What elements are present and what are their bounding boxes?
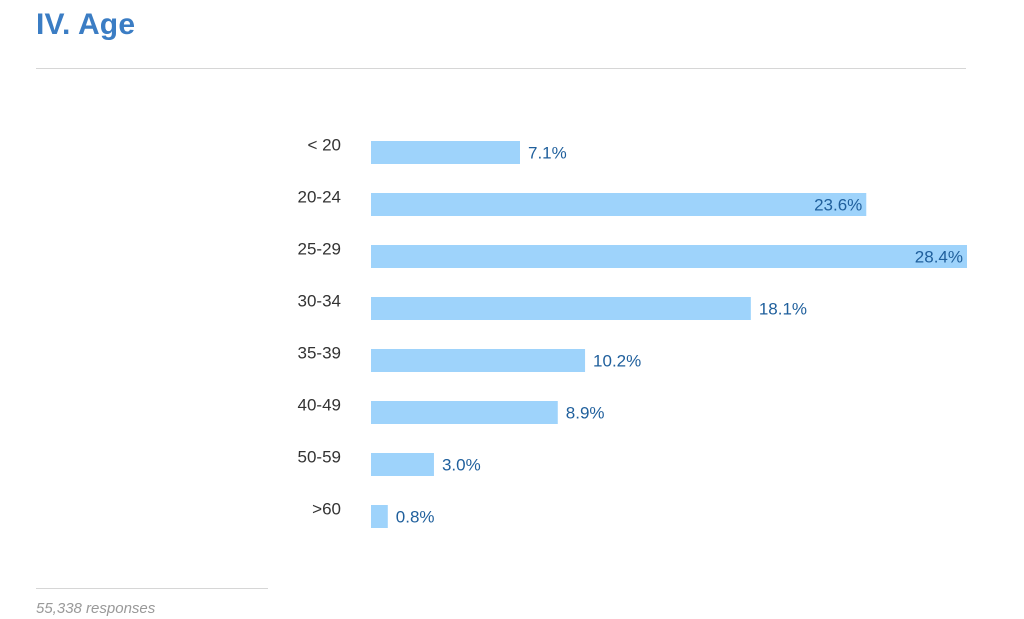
value-label: 0.8% xyxy=(396,508,435,527)
category-label: < 20 xyxy=(307,136,341,155)
bar xyxy=(371,297,751,320)
value-label: 7.1% xyxy=(528,144,567,163)
value-label: 10.2% xyxy=(593,352,641,371)
bar xyxy=(371,349,586,372)
bar xyxy=(371,505,388,528)
category-label: 30-34 xyxy=(298,292,341,311)
category-label: >60 xyxy=(312,500,341,519)
value-label: 23.6% xyxy=(814,196,862,215)
title-divider xyxy=(36,68,966,69)
bar xyxy=(371,245,967,268)
value-label: 18.1% xyxy=(759,300,807,319)
bars-group: < 20 7.1% 20-24 23.6% 25-29 28.4% 30-34 18.1% 35… xyxy=(298,136,967,528)
footer-divider xyxy=(36,588,268,589)
category-label: 25-29 xyxy=(298,240,341,259)
category-label: 35-39 xyxy=(298,344,341,363)
category-label: 40-49 xyxy=(298,396,341,415)
responses-count: 55,338 responses xyxy=(36,600,156,617)
bar xyxy=(371,193,867,216)
category-label: 20-24 xyxy=(298,188,341,207)
bar xyxy=(371,401,558,424)
bar xyxy=(371,453,434,476)
value-label: 28.4% xyxy=(915,248,963,267)
category-label: 50-59 xyxy=(298,448,341,467)
section-title: IV. Age xyxy=(36,8,136,41)
value-label: 3.0% xyxy=(442,456,481,475)
bar xyxy=(371,141,520,164)
value-label: 8.9% xyxy=(566,404,605,423)
